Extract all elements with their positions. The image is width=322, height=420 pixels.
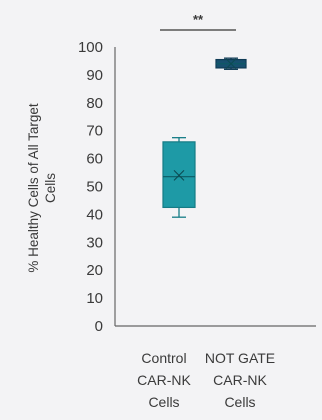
x-category-label-notgate-line-1: NOT GATE — [205, 350, 275, 366]
y-tick-label: 80 — [86, 95, 103, 112]
y-tick-label: 0 — [95, 318, 103, 335]
y-tick-label: 60 — [86, 151, 103, 168]
y-tick-label: 20 — [86, 262, 103, 279]
box-group — [162, 57, 247, 218]
box-mean-marker — [173, 169, 185, 181]
y-tick-label: 90 — [86, 67, 103, 84]
box-mean-marker — [225, 58, 237, 70]
y-tick-label: 10 — [86, 290, 103, 307]
y-tick-label: 70 — [86, 123, 103, 140]
x-category-label-control-line-1: Control — [141, 350, 186, 366]
x-category-label-control-line-3: Cells — [148, 394, 179, 410]
x-category-label-notgate-line-2: CAR-NK — [213, 372, 267, 388]
x-category-label-notgate-line-3: Cells — [224, 394, 255, 410]
y-axis-title-line-2: Cells — [43, 173, 58, 203]
y-tick-label: 50 — [86, 179, 103, 196]
significance-label: ** — [193, 12, 204, 27]
y-tick-label: 40 — [86, 206, 103, 223]
y-tick-group: 0 10 20 30 40 50 60 70 80 90 100 — [78, 39, 103, 335]
x-category-label-control-line-2: CAR-NK — [137, 372, 191, 388]
y-tick-label: 30 — [86, 234, 103, 251]
y-tick-label: 100 — [78, 39, 103, 56]
y-axis-title-line-1: % Healthy Cells of All Target — [26, 103, 41, 273]
